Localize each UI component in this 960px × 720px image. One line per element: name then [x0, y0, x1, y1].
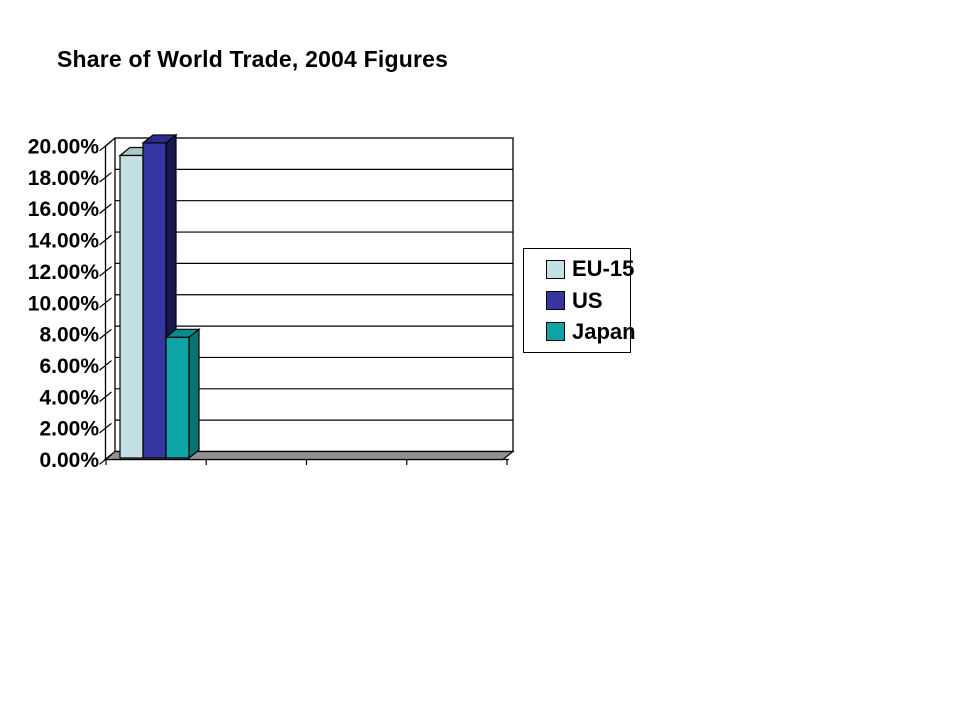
y-axis-tick — [99, 203, 112, 214]
y-axis-label: 10.00% — [28, 292, 100, 315]
y-axis-tick — [99, 454, 112, 465]
y-axis-label: 18.00% — [28, 167, 100, 190]
bar-front-face — [142, 142, 167, 459]
y-axis-tick — [99, 422, 112, 434]
bar-front-face — [119, 154, 144, 459]
y-axis-tick — [99, 297, 112, 309]
legend-item-us: US — [546, 287, 630, 313]
y-axis-tick — [99, 266, 112, 277]
y-axis-label: 0.00% — [39, 449, 99, 472]
y-axis-label: 4.00% — [39, 386, 99, 409]
legend-label: US — [572, 287, 603, 313]
y-axis-label: 2.00% — [39, 418, 99, 441]
legend-item-japan: Japan — [546, 320, 636, 343]
y-axis-tick — [99, 140, 112, 152]
y-axis-label: 6.00% — [39, 355, 99, 378]
legend-swatch-japan — [546, 322, 565, 342]
y-axis-label: 14.00% — [28, 230, 100, 253]
legend-item-eu-15: EU-15 — [546, 258, 634, 280]
legend-swatch-us — [546, 291, 565, 310]
legend-swatch-eu-15 — [546, 259, 565, 279]
chart-floor — [103, 450, 515, 461]
y-axis-tick — [99, 234, 112, 246]
chart-legend: EU-15 US Japan — [523, 248, 636, 353]
y-axis-tick — [99, 172, 112, 183]
y-axis-label: 16.00% — [28, 198, 100, 221]
y-axis-label: 12.00% — [28, 261, 100, 284]
chart-title: Share of World Trade, 2004 Figures — [57, 46, 449, 72]
bar-front-face — [165, 336, 190, 459]
bar-side-face — [188, 328, 200, 460]
legend-label: Japan — [572, 318, 636, 344]
y-axis-label: 20.00% — [28, 136, 100, 159]
legend-label: EU-15 — [572, 256, 635, 282]
y-axis-tick — [99, 391, 112, 403]
y-axis-label: 8.00% — [39, 324, 99, 347]
y-axis-tick — [99, 360, 112, 371]
y-axis-tick — [99, 328, 112, 340]
bar-japan — [164, 328, 201, 460]
